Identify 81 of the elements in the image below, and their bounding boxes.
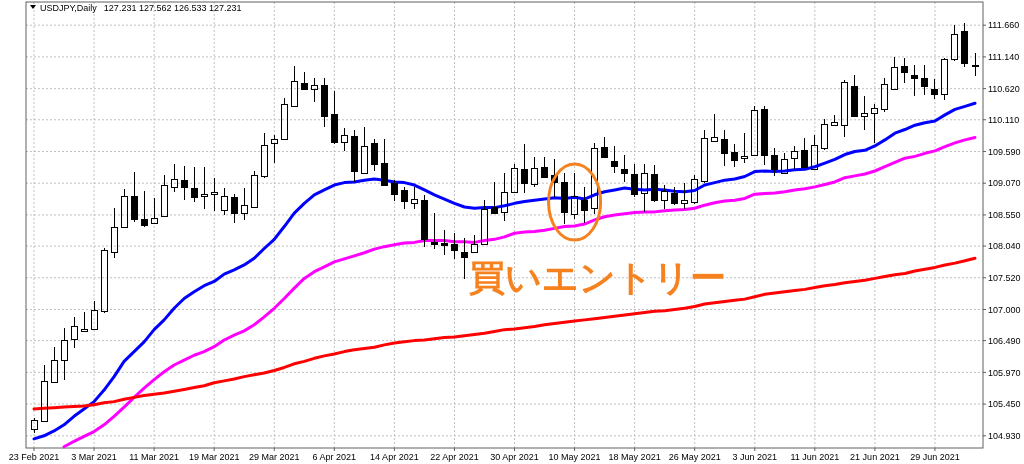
candlestick xyxy=(221,187,228,216)
candlestick xyxy=(841,79,848,138)
y-tick-label: 111.660 xyxy=(988,20,1020,31)
candlestick xyxy=(71,316,78,349)
candlestick xyxy=(771,147,778,177)
candlestick xyxy=(261,132,268,177)
y-tick-label: 106.490 xyxy=(988,335,1021,346)
x-tick-label: 10 May 2021 xyxy=(548,452,601,462)
candlestick xyxy=(351,129,358,183)
candlestick xyxy=(761,105,768,166)
y-tick-label: 111.140 xyxy=(988,52,1020,63)
candlestick xyxy=(561,172,568,225)
x-tick-label: 6 Apr 2021 xyxy=(312,452,357,462)
y-tick-label: 105.970 xyxy=(988,367,1021,378)
x-tick-label: 18 May 2021 xyxy=(608,452,661,462)
candlestick xyxy=(611,145,618,174)
candlestick xyxy=(701,129,708,182)
candlestick xyxy=(721,129,728,167)
candlestick xyxy=(581,186,588,224)
x-tick-label: 21 Jun 2021 xyxy=(850,452,900,462)
candlestick xyxy=(101,247,108,312)
y-tick-label: 105.450 xyxy=(988,399,1021,410)
x-tick-label: 26 May 2021 xyxy=(668,452,721,462)
candlestick xyxy=(321,77,328,128)
x-tick-label: 19 Mar 2021 xyxy=(188,452,240,462)
candlestick xyxy=(731,143,738,168)
y-tick-label: 108.040 xyxy=(988,241,1021,252)
x-tick-label: 22 Apr 2021 xyxy=(430,452,479,462)
candlestick xyxy=(691,174,698,203)
candlestick xyxy=(201,166,208,210)
candlestick xyxy=(972,52,979,77)
candlestick xyxy=(311,77,318,103)
x-tick-label: 30 Apr 2021 xyxy=(490,452,539,462)
candlestick xyxy=(651,164,658,201)
y-tick-label: 108.550 xyxy=(988,210,1021,221)
y-tick-label: 107.520 xyxy=(988,272,1021,283)
candlestick xyxy=(461,237,468,280)
candlestick xyxy=(851,74,858,117)
chart-subtitle: 127.231 127.562 126.533 127.231 xyxy=(103,2,242,13)
x-tick-label: 3 Mar 2021 xyxy=(71,452,117,462)
candlestick xyxy=(391,179,398,202)
line-series xyxy=(32,256,977,411)
y-tick-label: 104.930 xyxy=(988,431,1021,441)
candlestick xyxy=(241,187,248,221)
candlestick xyxy=(211,177,218,212)
candlestick xyxy=(631,163,638,198)
candlestick xyxy=(341,127,348,152)
y-tick-label: 109.590 xyxy=(988,146,1021,157)
x-tick-label: 3 Jun 2021 xyxy=(732,452,778,462)
candlestick xyxy=(131,171,138,223)
candlestick xyxy=(531,156,538,188)
y-tick-label: 109.070 xyxy=(988,178,1021,189)
candlestick xyxy=(361,126,368,174)
candlestick xyxy=(141,190,148,226)
x-tick-label: 11 Jun 2021 xyxy=(790,452,840,462)
candlestick xyxy=(251,170,258,208)
y-tick-label: 110.110 xyxy=(988,114,1020,125)
x-tick-label: 29 Jun 2021 xyxy=(910,452,960,462)
candlestick xyxy=(641,163,648,213)
candlestick xyxy=(171,163,178,193)
candlestick xyxy=(441,229,448,256)
candlestick xyxy=(951,24,958,60)
candlestick xyxy=(961,22,968,68)
annotation: 買いエントリー xyxy=(469,257,727,299)
candlestick xyxy=(31,417,38,434)
candlestick xyxy=(81,311,88,332)
candlestick xyxy=(191,166,198,203)
candlestick xyxy=(911,64,918,97)
candlestick xyxy=(61,327,68,381)
candlestick xyxy=(271,134,278,164)
x-tick-label: 11 Mar 2021 xyxy=(129,452,180,462)
candlestick xyxy=(861,95,868,131)
chart-title: USDJPY,Daily xyxy=(40,2,98,13)
y-tick-label: 110.620 xyxy=(988,83,1020,94)
x-tick-label: 23 Feb 2021 xyxy=(8,452,60,462)
candlestick xyxy=(181,165,188,201)
x-tick-label: 14 Apr 2021 xyxy=(370,452,419,462)
candlestick xyxy=(521,143,528,194)
candlestick xyxy=(621,154,628,183)
x-tick-label: 29 Mar 2021 xyxy=(248,452,300,462)
y-tick-label: 107.000 xyxy=(988,304,1021,315)
